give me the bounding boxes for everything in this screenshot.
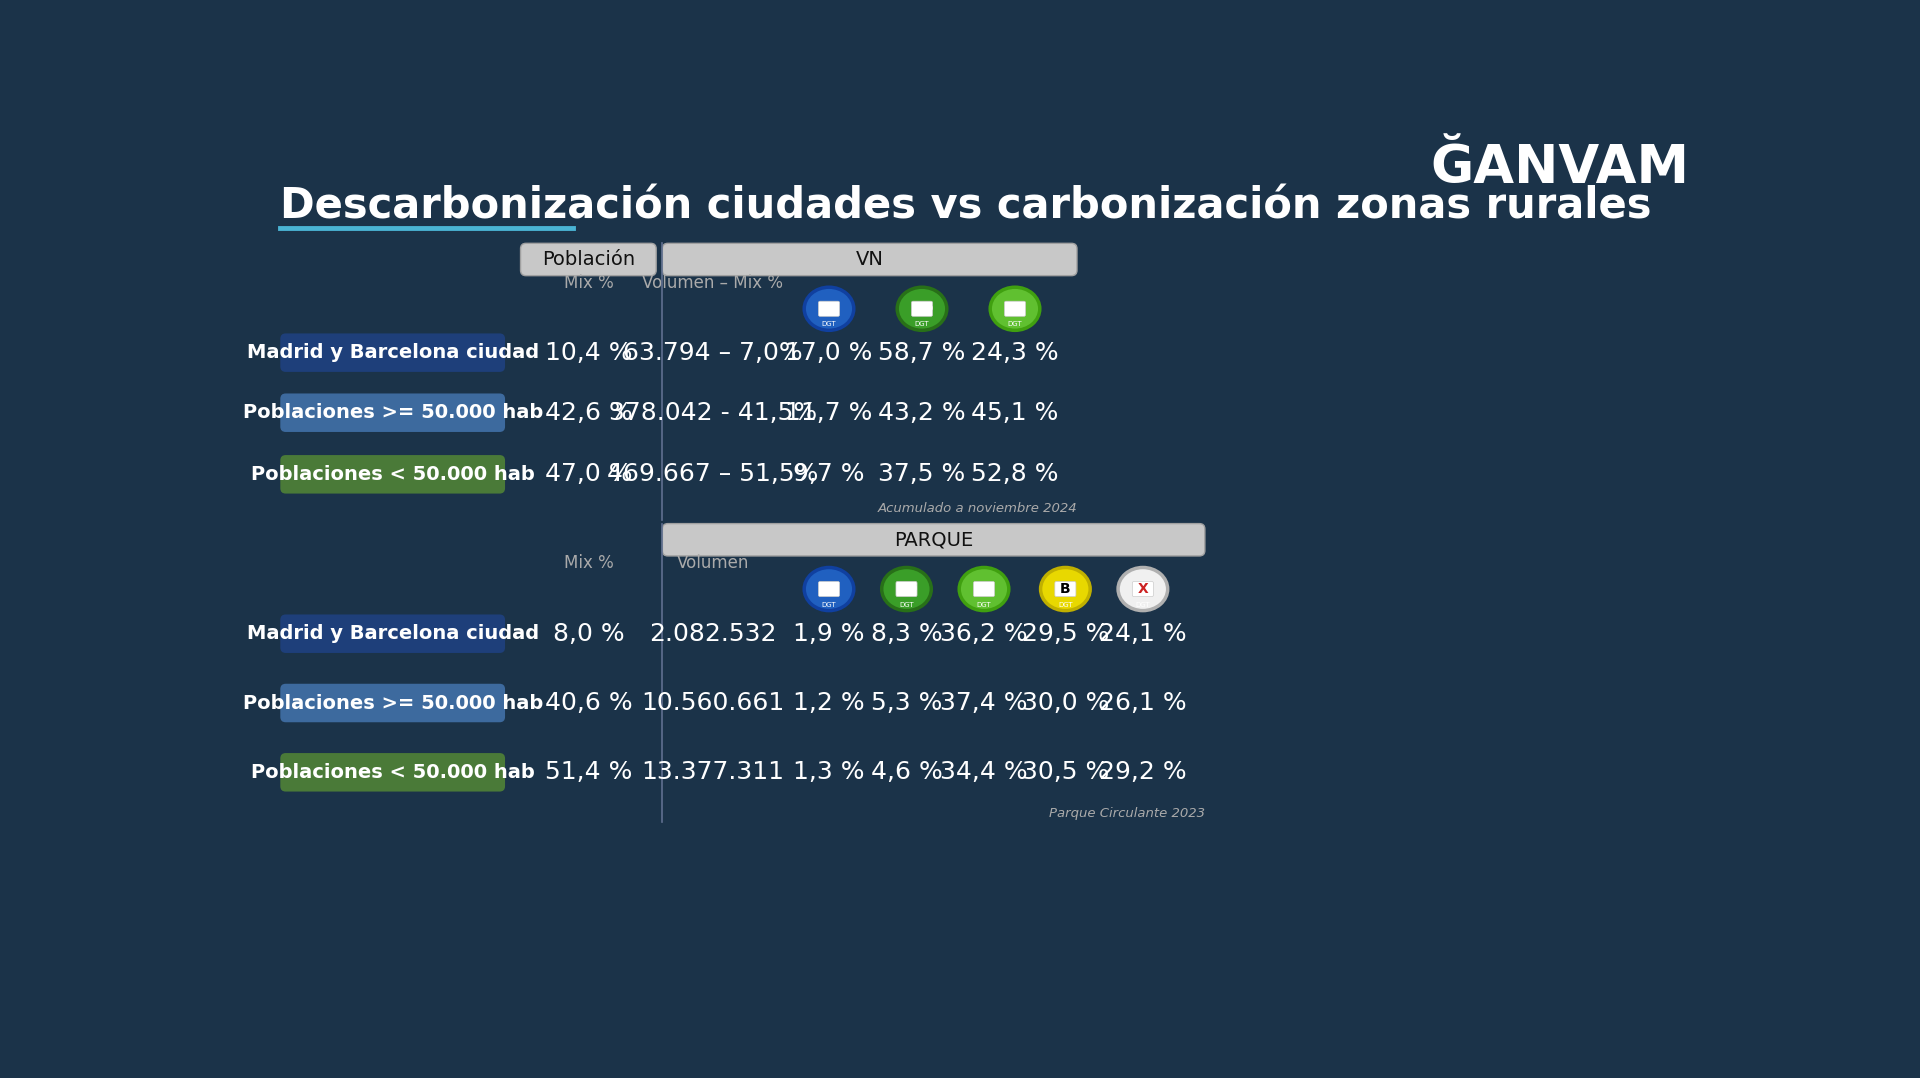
Text: DGT: DGT bbox=[1058, 602, 1073, 608]
Text: ĞANVAM: ĞANVAM bbox=[1430, 142, 1690, 194]
FancyBboxPatch shape bbox=[520, 244, 657, 276]
Ellipse shape bbox=[1117, 567, 1167, 610]
Text: 5,3 %: 5,3 % bbox=[872, 691, 943, 715]
Text: 36,2 %: 36,2 % bbox=[941, 622, 1027, 646]
FancyBboxPatch shape bbox=[280, 333, 505, 372]
Text: B: B bbox=[1060, 582, 1071, 596]
Text: Poblaciones < 50.000 hab: Poblaciones < 50.000 hab bbox=[252, 465, 534, 484]
Text: 8,3 %: 8,3 % bbox=[870, 622, 943, 646]
Text: 0: 0 bbox=[824, 302, 833, 316]
Text: 10.560.661: 10.560.661 bbox=[641, 691, 785, 715]
Text: C: C bbox=[1010, 302, 1020, 316]
Text: Población: Población bbox=[541, 250, 636, 270]
Text: 1,9 %: 1,9 % bbox=[793, 622, 864, 646]
Text: 34,4 %: 34,4 % bbox=[941, 760, 1027, 785]
Text: ECO: ECO bbox=[910, 304, 933, 314]
Text: 37,5 %: 37,5 % bbox=[877, 462, 966, 486]
Text: DGT: DGT bbox=[899, 602, 914, 608]
Text: DGT: DGT bbox=[1008, 321, 1021, 328]
FancyBboxPatch shape bbox=[1054, 581, 1075, 596]
Text: 11,7 %: 11,7 % bbox=[785, 401, 874, 425]
Text: 29,5 %: 29,5 % bbox=[1021, 622, 1110, 646]
Text: Volumen: Volumen bbox=[676, 554, 749, 571]
Text: 30,5 %: 30,5 % bbox=[1021, 760, 1110, 785]
Text: Acumulado a noviembre 2024: Acumulado a noviembre 2024 bbox=[877, 501, 1077, 514]
Text: X: X bbox=[1137, 582, 1148, 596]
Text: 24,1 %: 24,1 % bbox=[1098, 622, 1187, 646]
Text: PARQUE: PARQUE bbox=[895, 530, 973, 550]
Text: Poblaciones >= 50.000 hab: Poblaciones >= 50.000 hab bbox=[242, 693, 543, 713]
Text: 469.667 – 51,5%: 469.667 – 51,5% bbox=[607, 462, 818, 486]
Text: 26,1 %: 26,1 % bbox=[1098, 691, 1187, 715]
Text: 43,2 %: 43,2 % bbox=[877, 401, 966, 425]
Ellipse shape bbox=[1041, 567, 1091, 610]
Text: Volumen – Mix %: Volumen – Mix % bbox=[643, 275, 783, 292]
Text: 10,4 %: 10,4 % bbox=[545, 341, 632, 364]
Text: Parque Circulante 2023: Parque Circulante 2023 bbox=[1048, 806, 1206, 819]
Text: ECO: ECO bbox=[895, 584, 918, 594]
Text: Descarbonización ciudades vs carbonización zonas rurales: Descarbonización ciudades vs carbonizaci… bbox=[280, 185, 1651, 227]
FancyBboxPatch shape bbox=[897, 581, 918, 596]
Text: 42,6 %: 42,6 % bbox=[545, 401, 632, 425]
Text: 45,1 %: 45,1 % bbox=[972, 401, 1058, 425]
Text: 13.377.311: 13.377.311 bbox=[641, 760, 783, 785]
FancyBboxPatch shape bbox=[973, 581, 995, 596]
Text: Mix %: Mix % bbox=[564, 275, 614, 292]
Text: 2.082.532: 2.082.532 bbox=[649, 622, 776, 646]
Text: Poblaciones >= 50.000 hab: Poblaciones >= 50.000 hab bbox=[242, 403, 543, 423]
Text: Poblaciones < 50.000 hab: Poblaciones < 50.000 hab bbox=[252, 763, 534, 782]
Text: 9,7 %: 9,7 % bbox=[793, 462, 864, 486]
Text: 51,4 %: 51,4 % bbox=[545, 760, 632, 785]
Ellipse shape bbox=[960, 567, 1008, 610]
FancyBboxPatch shape bbox=[280, 754, 505, 791]
Text: 47,0 %: 47,0 % bbox=[545, 462, 632, 486]
FancyBboxPatch shape bbox=[280, 614, 505, 653]
Text: 17,0 %: 17,0 % bbox=[785, 341, 874, 364]
FancyBboxPatch shape bbox=[662, 244, 1077, 276]
Text: 40,6 %: 40,6 % bbox=[545, 691, 632, 715]
FancyBboxPatch shape bbox=[1133, 581, 1154, 596]
Text: 4,6 %: 4,6 % bbox=[870, 760, 943, 785]
Text: 378.042 - 41,5%: 378.042 - 41,5% bbox=[609, 401, 816, 425]
Ellipse shape bbox=[804, 567, 854, 610]
Text: 29,2 %: 29,2 % bbox=[1098, 760, 1187, 785]
FancyBboxPatch shape bbox=[662, 524, 1206, 556]
Text: 58,7 %: 58,7 % bbox=[877, 341, 966, 364]
FancyBboxPatch shape bbox=[280, 455, 505, 494]
FancyBboxPatch shape bbox=[912, 301, 933, 316]
Text: Madrid y Barcelona ciudad: Madrid y Barcelona ciudad bbox=[246, 624, 540, 644]
Text: DGT: DGT bbox=[914, 321, 929, 328]
Ellipse shape bbox=[881, 567, 931, 610]
Text: 8,0 %: 8,0 % bbox=[553, 622, 624, 646]
Text: DGT: DGT bbox=[822, 321, 837, 328]
Ellipse shape bbox=[991, 287, 1041, 330]
FancyBboxPatch shape bbox=[280, 683, 505, 722]
Text: 63.794 – 7,0%: 63.794 – 7,0% bbox=[622, 341, 803, 364]
Text: 30,0 %: 30,0 % bbox=[1021, 691, 1110, 715]
Text: Madrid y Barcelona ciudad: Madrid y Barcelona ciudad bbox=[246, 343, 540, 362]
Ellipse shape bbox=[897, 287, 947, 330]
FancyBboxPatch shape bbox=[1004, 301, 1025, 316]
Text: DGT: DGT bbox=[1135, 602, 1150, 608]
Ellipse shape bbox=[804, 287, 854, 330]
Text: 37,4 %: 37,4 % bbox=[941, 691, 1027, 715]
Text: 0: 0 bbox=[824, 582, 833, 596]
FancyBboxPatch shape bbox=[818, 581, 839, 596]
Text: 52,8 %: 52,8 % bbox=[972, 462, 1058, 486]
Text: 24,3 %: 24,3 % bbox=[972, 341, 1058, 364]
FancyBboxPatch shape bbox=[818, 301, 839, 316]
Text: 1,2 %: 1,2 % bbox=[793, 691, 864, 715]
Text: VN: VN bbox=[856, 250, 883, 270]
FancyBboxPatch shape bbox=[280, 393, 505, 432]
Text: C: C bbox=[979, 582, 989, 596]
Text: DGT: DGT bbox=[822, 602, 837, 608]
Text: DGT: DGT bbox=[977, 602, 991, 608]
Text: 1,3 %: 1,3 % bbox=[793, 760, 864, 785]
Text: Mix %: Mix % bbox=[564, 554, 614, 571]
